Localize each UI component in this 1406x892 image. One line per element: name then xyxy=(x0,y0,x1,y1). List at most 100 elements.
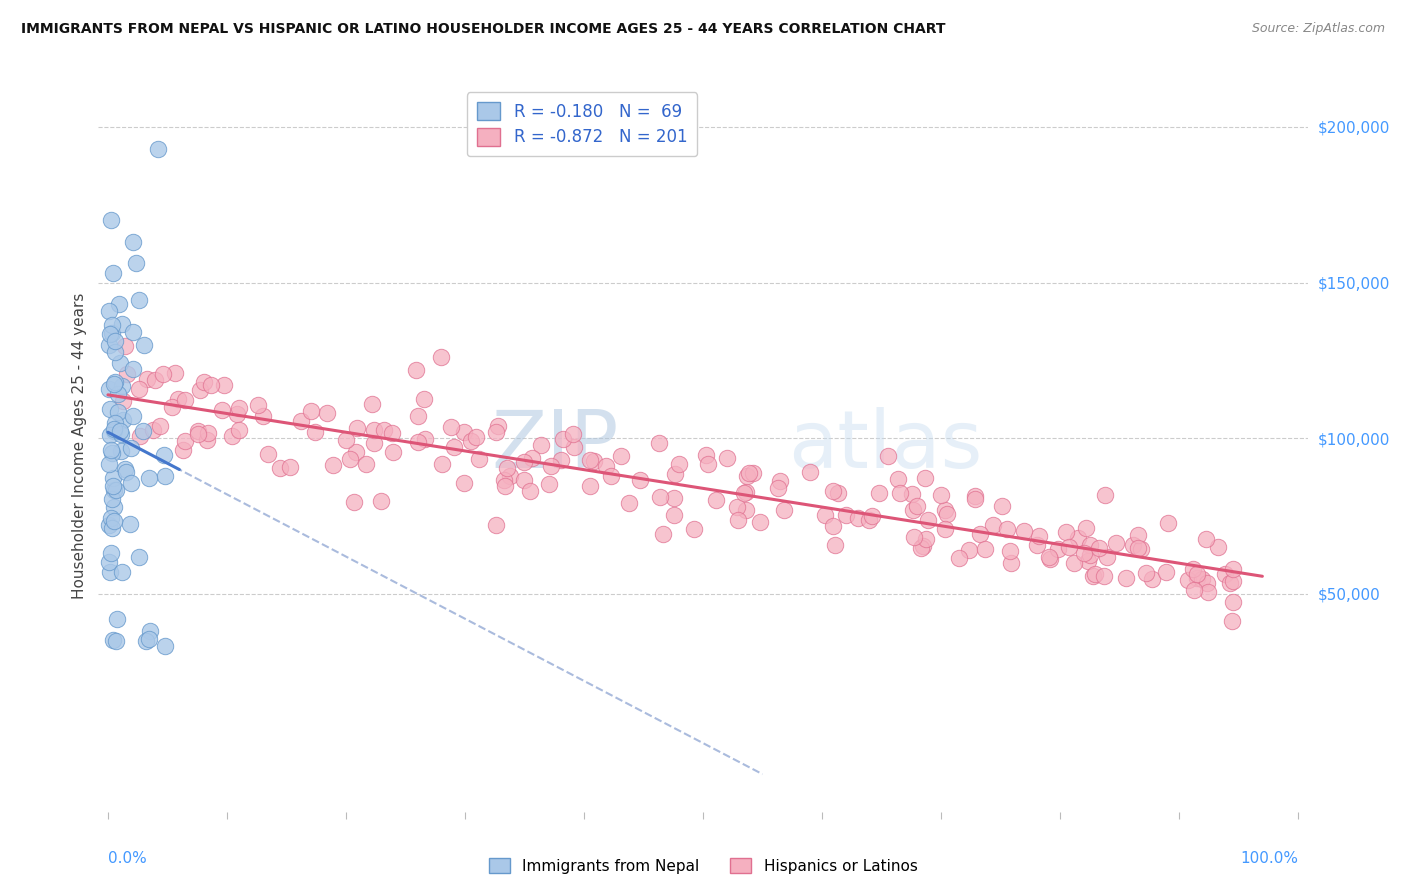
Point xyxy=(98,402,121,417)
Point xyxy=(1105,536,1128,550)
Point xyxy=(860,509,883,524)
Point xyxy=(628,473,651,487)
Point xyxy=(100,546,122,560)
Point xyxy=(695,448,717,462)
Point xyxy=(103,500,125,514)
Point xyxy=(430,351,453,365)
Point xyxy=(114,462,136,476)
Point xyxy=(551,432,574,446)
Point xyxy=(105,483,128,497)
Point xyxy=(134,337,156,351)
Point xyxy=(595,458,617,473)
Point xyxy=(211,403,233,417)
Point xyxy=(160,400,183,414)
Point xyxy=(1206,540,1229,554)
Point xyxy=(1222,615,1244,629)
Point xyxy=(1057,541,1080,555)
Point xyxy=(382,444,405,458)
Point xyxy=(494,479,516,493)
Point xyxy=(373,423,395,437)
Point xyxy=(112,394,135,409)
Point xyxy=(973,542,995,557)
Point xyxy=(98,428,121,442)
Point xyxy=(128,382,150,396)
Point xyxy=(190,384,212,398)
Point xyxy=(1046,542,1069,557)
Point xyxy=(1222,562,1244,576)
Point xyxy=(1026,538,1049,552)
Point xyxy=(858,513,880,527)
Point xyxy=(128,293,150,307)
Point xyxy=(97,338,120,352)
Point xyxy=(105,612,128,626)
Point xyxy=(97,457,120,471)
Point xyxy=(1084,566,1107,581)
Point xyxy=(998,543,1021,558)
Point xyxy=(934,522,956,536)
Point xyxy=(103,471,125,485)
Point xyxy=(799,466,821,480)
Point xyxy=(1135,566,1157,580)
Point xyxy=(903,530,925,544)
Point xyxy=(773,502,796,516)
Point xyxy=(1157,516,1180,530)
Point xyxy=(200,377,222,392)
Point xyxy=(228,401,250,415)
Point xyxy=(814,508,837,522)
Point xyxy=(406,434,429,449)
Point xyxy=(110,427,132,442)
Point xyxy=(749,515,772,529)
Point xyxy=(1181,561,1204,575)
Text: 100.0%: 100.0% xyxy=(1240,851,1298,865)
Point xyxy=(187,426,209,441)
Point xyxy=(995,523,1018,537)
Point xyxy=(1012,524,1035,538)
Point xyxy=(111,379,134,393)
Point xyxy=(716,450,738,465)
Point xyxy=(1140,572,1163,586)
Point xyxy=(108,356,131,370)
Point xyxy=(225,407,247,421)
Point xyxy=(868,486,890,500)
Point xyxy=(304,425,326,439)
Point xyxy=(934,502,956,516)
Point xyxy=(101,521,124,535)
Point xyxy=(299,404,322,418)
Point xyxy=(122,362,145,376)
Point xyxy=(104,633,127,648)
Point xyxy=(269,460,291,475)
Point xyxy=(1063,556,1085,570)
Point xyxy=(1129,542,1152,557)
Point xyxy=(562,440,585,454)
Point xyxy=(683,522,706,536)
Point xyxy=(339,452,361,467)
Point xyxy=(405,363,427,377)
Legend: R = -0.180   N =  69, R = -0.872   N = 201: R = -0.180 N = 69, R = -0.872 N = 201 xyxy=(467,92,697,156)
Point xyxy=(617,495,640,509)
Point xyxy=(104,334,127,348)
Point xyxy=(1088,541,1111,555)
Y-axis label: Householder Income Ages 25 - 44 years: Householder Income Ages 25 - 44 years xyxy=(72,293,87,599)
Point xyxy=(965,491,987,506)
Point xyxy=(1028,529,1050,543)
Point xyxy=(121,325,143,339)
Point xyxy=(100,511,122,525)
Point xyxy=(1000,557,1022,571)
Point xyxy=(228,423,250,437)
Point xyxy=(910,541,932,555)
Point xyxy=(1038,549,1060,564)
Point xyxy=(166,392,188,407)
Point xyxy=(187,424,209,438)
Point xyxy=(101,266,124,280)
Point xyxy=(981,518,1004,533)
Point xyxy=(823,484,845,499)
Text: atlas: atlas xyxy=(787,407,981,485)
Point xyxy=(100,213,122,227)
Point xyxy=(104,345,127,359)
Point xyxy=(957,543,980,558)
Point xyxy=(103,483,125,497)
Point xyxy=(101,326,124,340)
Point xyxy=(662,491,685,505)
Point xyxy=(846,510,869,524)
Point xyxy=(103,375,125,389)
